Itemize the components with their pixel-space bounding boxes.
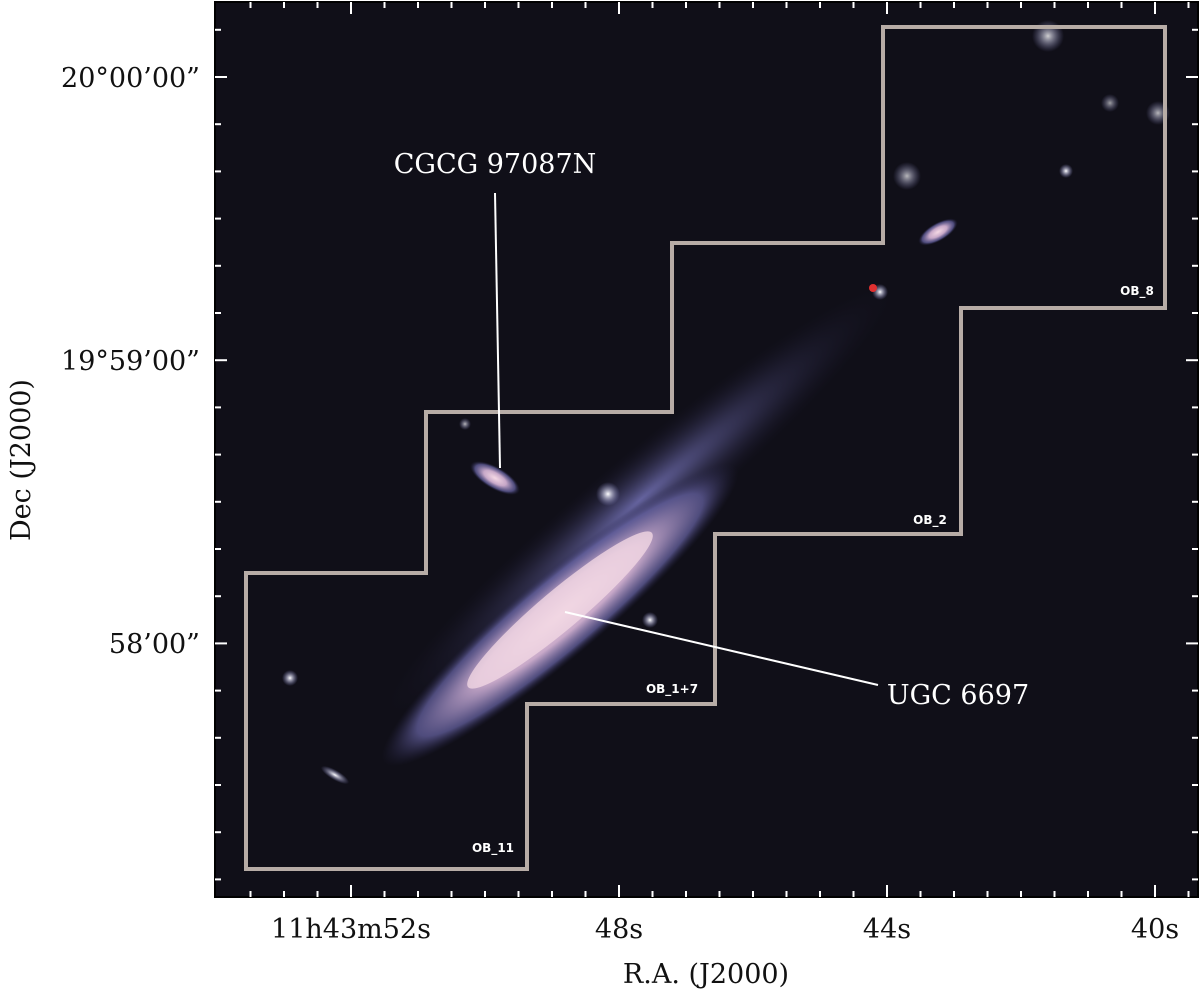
ticks: 11h43m52s 48s 44s 40s 20°00’00” 19°59’00” 58’0…: [61, 2, 1198, 945]
x-tick-label: 40s: [1131, 914, 1179, 945]
y-tick-label: 58’00”: [109, 629, 200, 660]
field-label: OB_11: [472, 841, 514, 856]
x-tick-label: 48s: [595, 914, 643, 945]
field-label: OB_2: [913, 513, 947, 528]
annotation-line: [564, 611, 879, 686]
x-tick-label: 44s: [863, 914, 911, 945]
x-axis-label: R.A. (J2000): [623, 959, 789, 990]
y-axis-label: Dec (J2000): [6, 379, 37, 541]
y-tick-label: 20°00’00”: [61, 63, 200, 94]
y-tick-label: 19°59’00”: [61, 346, 200, 377]
annotation-line: [494, 192, 501, 469]
annotation: CGCG 97087N: [394, 149, 597, 180]
x-tick-label: 11h43m52s: [271, 914, 431, 945]
field-label: OB_8: [1120, 284, 1154, 299]
annotation: UGC 6697: [887, 680, 1029, 711]
field-footprint: [244, 25, 1167, 871]
galaxy: [282, 20, 1170, 785]
field-label: OB_1+7: [646, 682, 698, 697]
